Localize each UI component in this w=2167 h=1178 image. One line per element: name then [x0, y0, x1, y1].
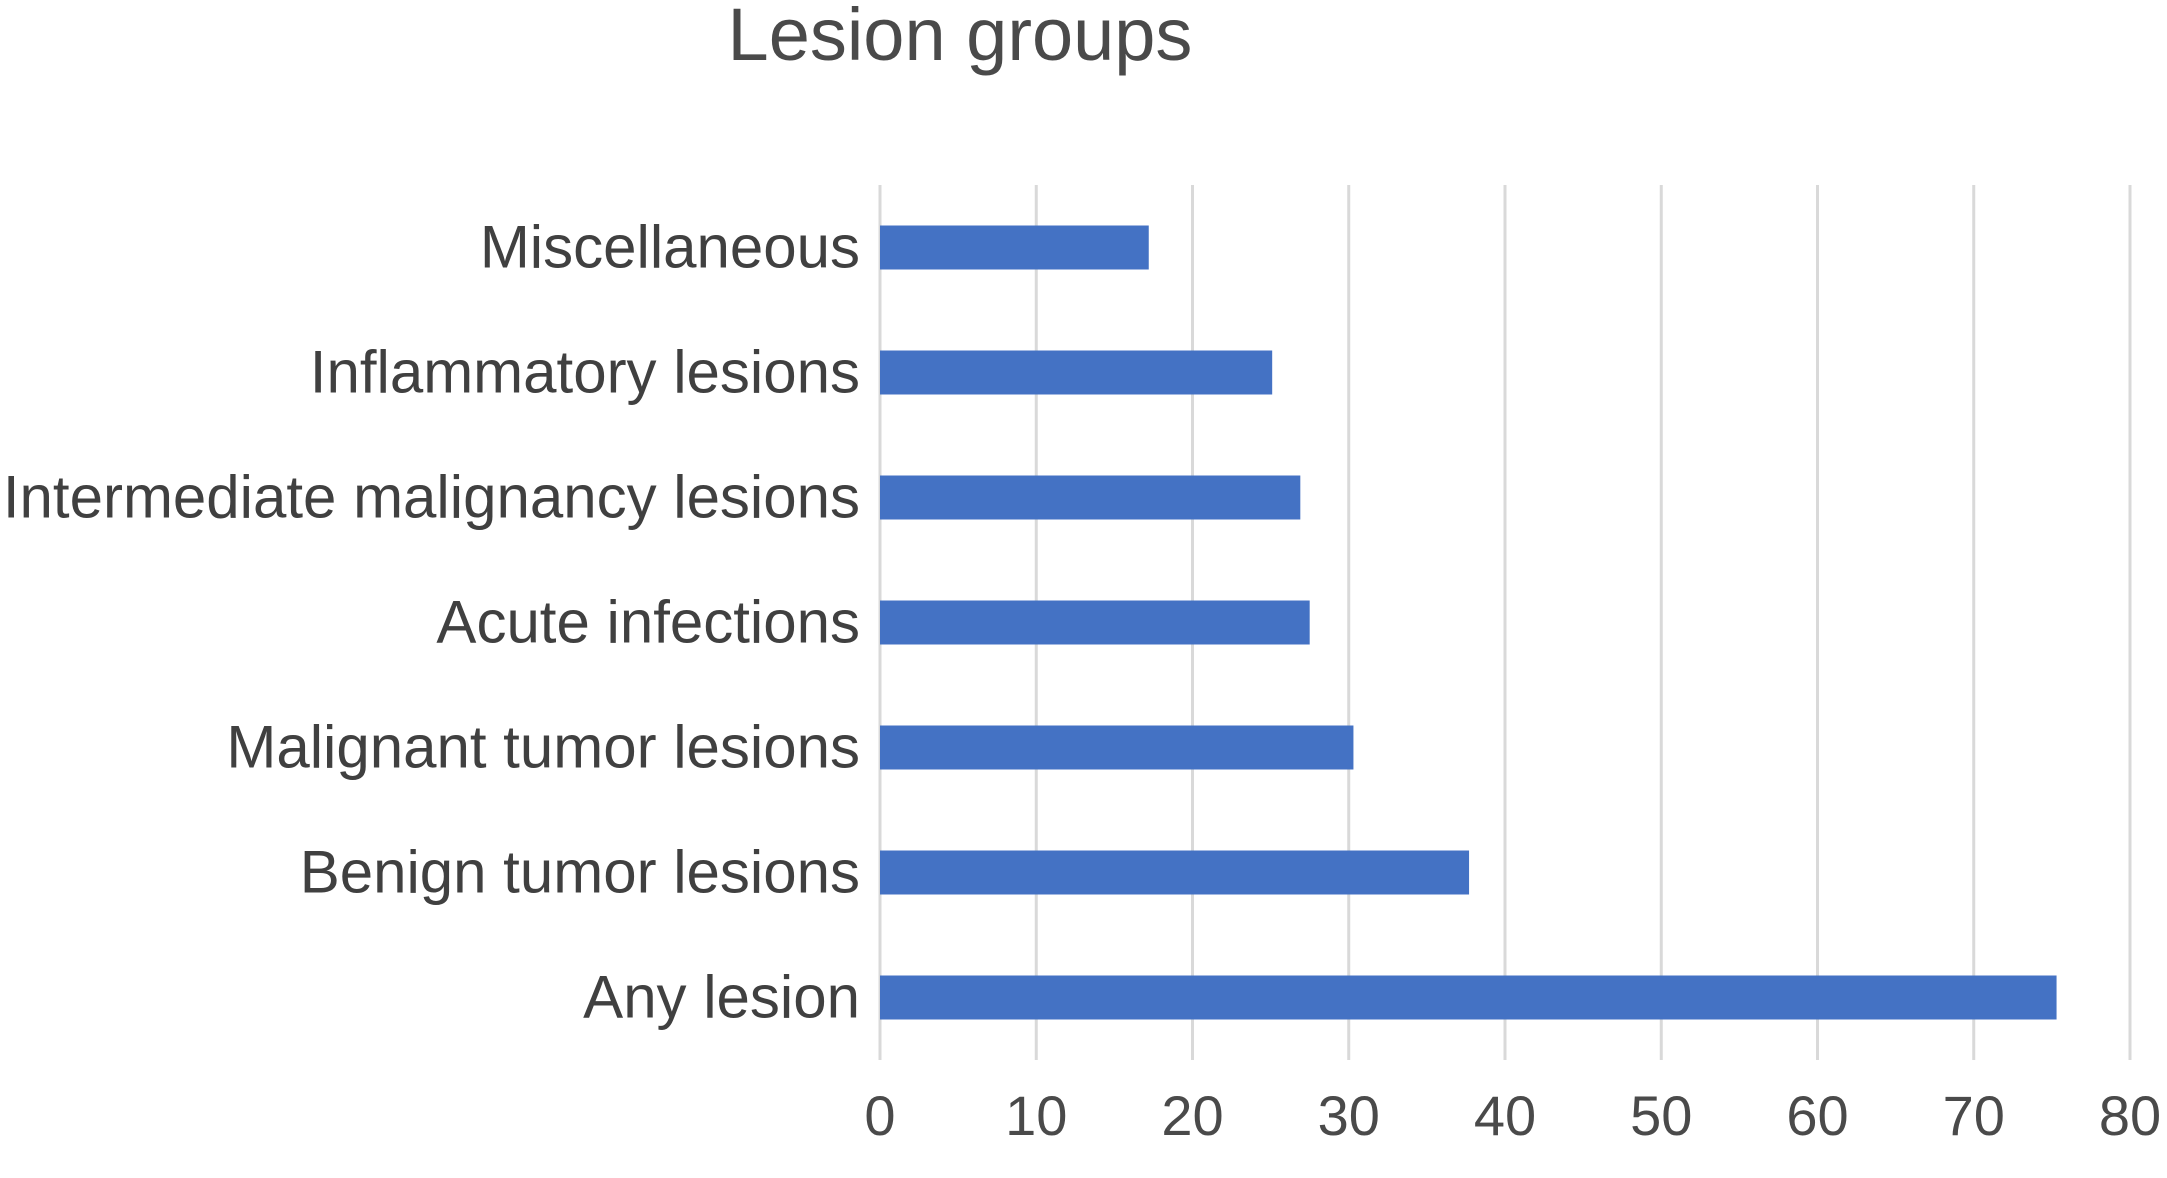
x-tick-label-50: 50 [1630, 1084, 1692, 1147]
bar-intermediate-malignancy-lesions [880, 475, 1301, 520]
x-tick-label-30: 30 [1318, 1084, 1380, 1147]
x-tick-label-80: 80 [2099, 1084, 2161, 1147]
bar-benign-tumor-lesions [880, 850, 1470, 895]
category-label-miscellaneous: Miscellaneous [480, 214, 860, 281]
bar-miscellaneous [880, 225, 1149, 270]
category-label-benign-tumor-lesions: Benign tumor lesions [300, 839, 860, 906]
bar-malignant-tumor-lesions [880, 725, 1354, 770]
grid-lines [878, 185, 2132, 1060]
chart-title: Lesion groups [728, 0, 1193, 76]
bar-acute-infections [880, 600, 1310, 645]
x-tick-label-60: 60 [1786, 1084, 1848, 1147]
category-label-acute-infections: Acute infections [436, 589, 860, 656]
x-tick-label-70: 70 [1943, 1084, 2005, 1147]
bar-any-lesion [880, 975, 2057, 1020]
category-label-malignant-tumor-lesions: Malignant tumor lesions [226, 714, 860, 781]
x-tick-label-20: 20 [1161, 1084, 1223, 1147]
x-tick-label-0: 0 [864, 1084, 895, 1147]
bars [880, 225, 2057, 1020]
x-axis-tick-labels: 0 10 20 30 40 50 60 70 80 [864, 1084, 2161, 1147]
category-label-inflammatory-lesions: Inflammatory lesions [310, 339, 860, 406]
category-label-intermediate-malignancy-lesions: Intermediate malignancy lesions [3, 464, 860, 531]
bar-inflammatory-lesions [880, 350, 1273, 395]
category-label-any-lesion: Any lesion [583, 964, 860, 1031]
x-tick-label-10: 10 [1005, 1084, 1067, 1147]
category-labels: Miscellaneous Inflammatory lesions Interme… [3, 214, 860, 1031]
x-tick-label-40: 40 [1474, 1084, 1536, 1147]
